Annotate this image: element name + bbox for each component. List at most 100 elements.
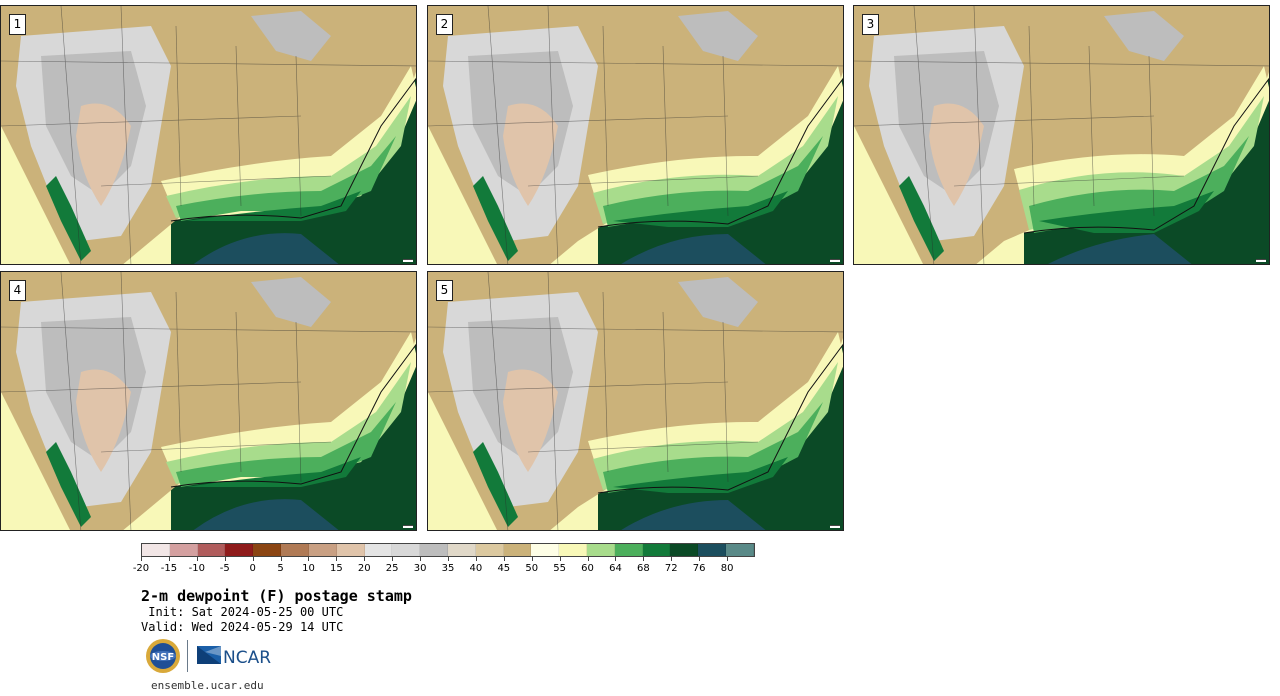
pacific-coast-moist	[46, 442, 91, 527]
border-line	[60, 272, 82, 530]
colorbar-tick-label: -15	[160, 563, 178, 574]
ocean-region	[598, 344, 843, 530]
colorbar-swatch	[392, 544, 421, 556]
colorbar-swatch	[726, 544, 754, 556]
colorbar-tick	[475, 557, 477, 561]
colorbar-swatch	[559, 544, 587, 556]
colorbar-swatch	[614, 544, 643, 556]
gulf-region	[193, 499, 339, 530]
border-line	[722, 321, 729, 483]
member-label: 5	[436, 280, 453, 301]
colorbar-swatch	[281, 544, 309, 556]
moist-band-dark-green	[1039, 191, 1214, 233]
colorbar-tick	[168, 557, 170, 561]
border-line	[602, 291, 609, 473]
pacific-coast-moist	[473, 442, 518, 527]
border-line	[100, 441, 332, 453]
colorbar-tick	[727, 557, 729, 561]
colorbar-swatch	[503, 544, 532, 556]
gulf-region	[621, 500, 766, 530]
border-lines	[428, 272, 843, 530]
great-lakes-region	[251, 277, 331, 327]
nsf-logo-icon: NSF	[146, 639, 180, 673]
dewpoint-map	[1, 272, 416, 530]
colorbar-swatch	[447, 544, 476, 556]
colorbar-tick	[141, 557, 142, 561]
border-line	[527, 441, 759, 453]
border-line	[295, 321, 302, 483]
great-lakes-region	[251, 11, 331, 61]
colorbar-tick	[671, 557, 673, 561]
valid-time: Valid: Wed 2024-05-29 14 UTC	[141, 620, 344, 634]
coastline	[1023, 77, 1269, 234]
border-line	[527, 175, 759, 187]
colorbar-tick-label: 25	[385, 563, 399, 574]
dewpoint-map	[428, 6, 843, 264]
border-line	[428, 381, 729, 393]
colorbar-tick-label: 10	[302, 563, 315, 574]
colorbar-swatch	[197, 544, 226, 556]
colorbar-tick-label: 30	[413, 563, 427, 574]
border-line	[547, 272, 559, 530]
colorbar-tick-label: 80	[720, 563, 734, 574]
colorbar-tick	[196, 557, 198, 561]
colorbar-tick	[615, 557, 617, 561]
border-line	[722, 55, 729, 217]
coastline	[170, 343, 416, 488]
colorbar-tick-label: 40	[469, 563, 483, 574]
dewpoint-map	[854, 6, 1269, 264]
scale-bar	[403, 259, 413, 262]
gulf-region	[621, 234, 766, 264]
ncar-logo-text: NCAR	[223, 648, 271, 668]
logo-divider	[187, 640, 188, 672]
coastline	[597, 343, 843, 494]
border-line	[235, 45, 242, 207]
pacific-coast-moist	[473, 176, 518, 261]
border-line	[1, 115, 302, 127]
moist-band-dark-green	[613, 191, 788, 227]
forecast-panel-4: 4	[0, 271, 417, 531]
colorbar-tick-label: 76	[692, 563, 706, 574]
border-line	[120, 272, 132, 530]
scale-bar	[830, 259, 840, 262]
border-line	[662, 45, 669, 207]
scale-bar	[403, 525, 413, 528]
plot-title: 2-m dewpoint (F) postage stamp	[141, 587, 412, 605]
border-line	[1, 60, 416, 67]
colorbar-tick-label: -5	[219, 563, 230, 574]
colorbar-swatch	[308, 544, 337, 556]
colorbar-swatch	[670, 544, 699, 556]
colorbar-swatch	[364, 544, 393, 556]
colorbar-tick-label: -10	[188, 563, 205, 574]
border-line	[295, 55, 302, 217]
border-line	[973, 6, 985, 264]
colorbar-tick	[559, 557, 561, 561]
colorbar-tick	[224, 557, 226, 561]
border-line	[428, 115, 729, 127]
colorbar-tick-label: 45	[497, 563, 511, 574]
colorbar-swatch	[698, 544, 727, 556]
colorbar-swatch	[531, 544, 560, 556]
coastline	[170, 77, 416, 222]
member-label: 2	[436, 14, 453, 35]
colorbar-ticks: -20 -15 -10 -5 0 5 10 15 20 25 30 35 40 45 50 55 60 64 68 7…	[133, 557, 755, 577]
colorbar-tick	[364, 557, 366, 561]
member-label: 3	[862, 14, 879, 35]
colorbar-swatch	[336, 544, 365, 556]
border-lines	[1, 272, 416, 530]
scale-bar	[830, 525, 840, 528]
colorbar-tick	[252, 557, 254, 561]
colorbar-swatch	[587, 544, 615, 556]
great-lakes-region	[678, 277, 758, 327]
moist-band-dark-green	[613, 457, 788, 493]
border-line	[175, 25, 182, 207]
gulf-region	[193, 233, 339, 264]
coastline	[597, 77, 843, 228]
very-dry-patch	[76, 369, 131, 472]
forecast-panel-1: 1	[0, 5, 417, 265]
border-lines	[854, 6, 1269, 264]
very-dry-patch	[503, 369, 558, 472]
colorbar-tick	[503, 557, 505, 561]
gulf-region	[1048, 234, 1192, 264]
forecast-panel-2: 2	[427, 5, 844, 265]
